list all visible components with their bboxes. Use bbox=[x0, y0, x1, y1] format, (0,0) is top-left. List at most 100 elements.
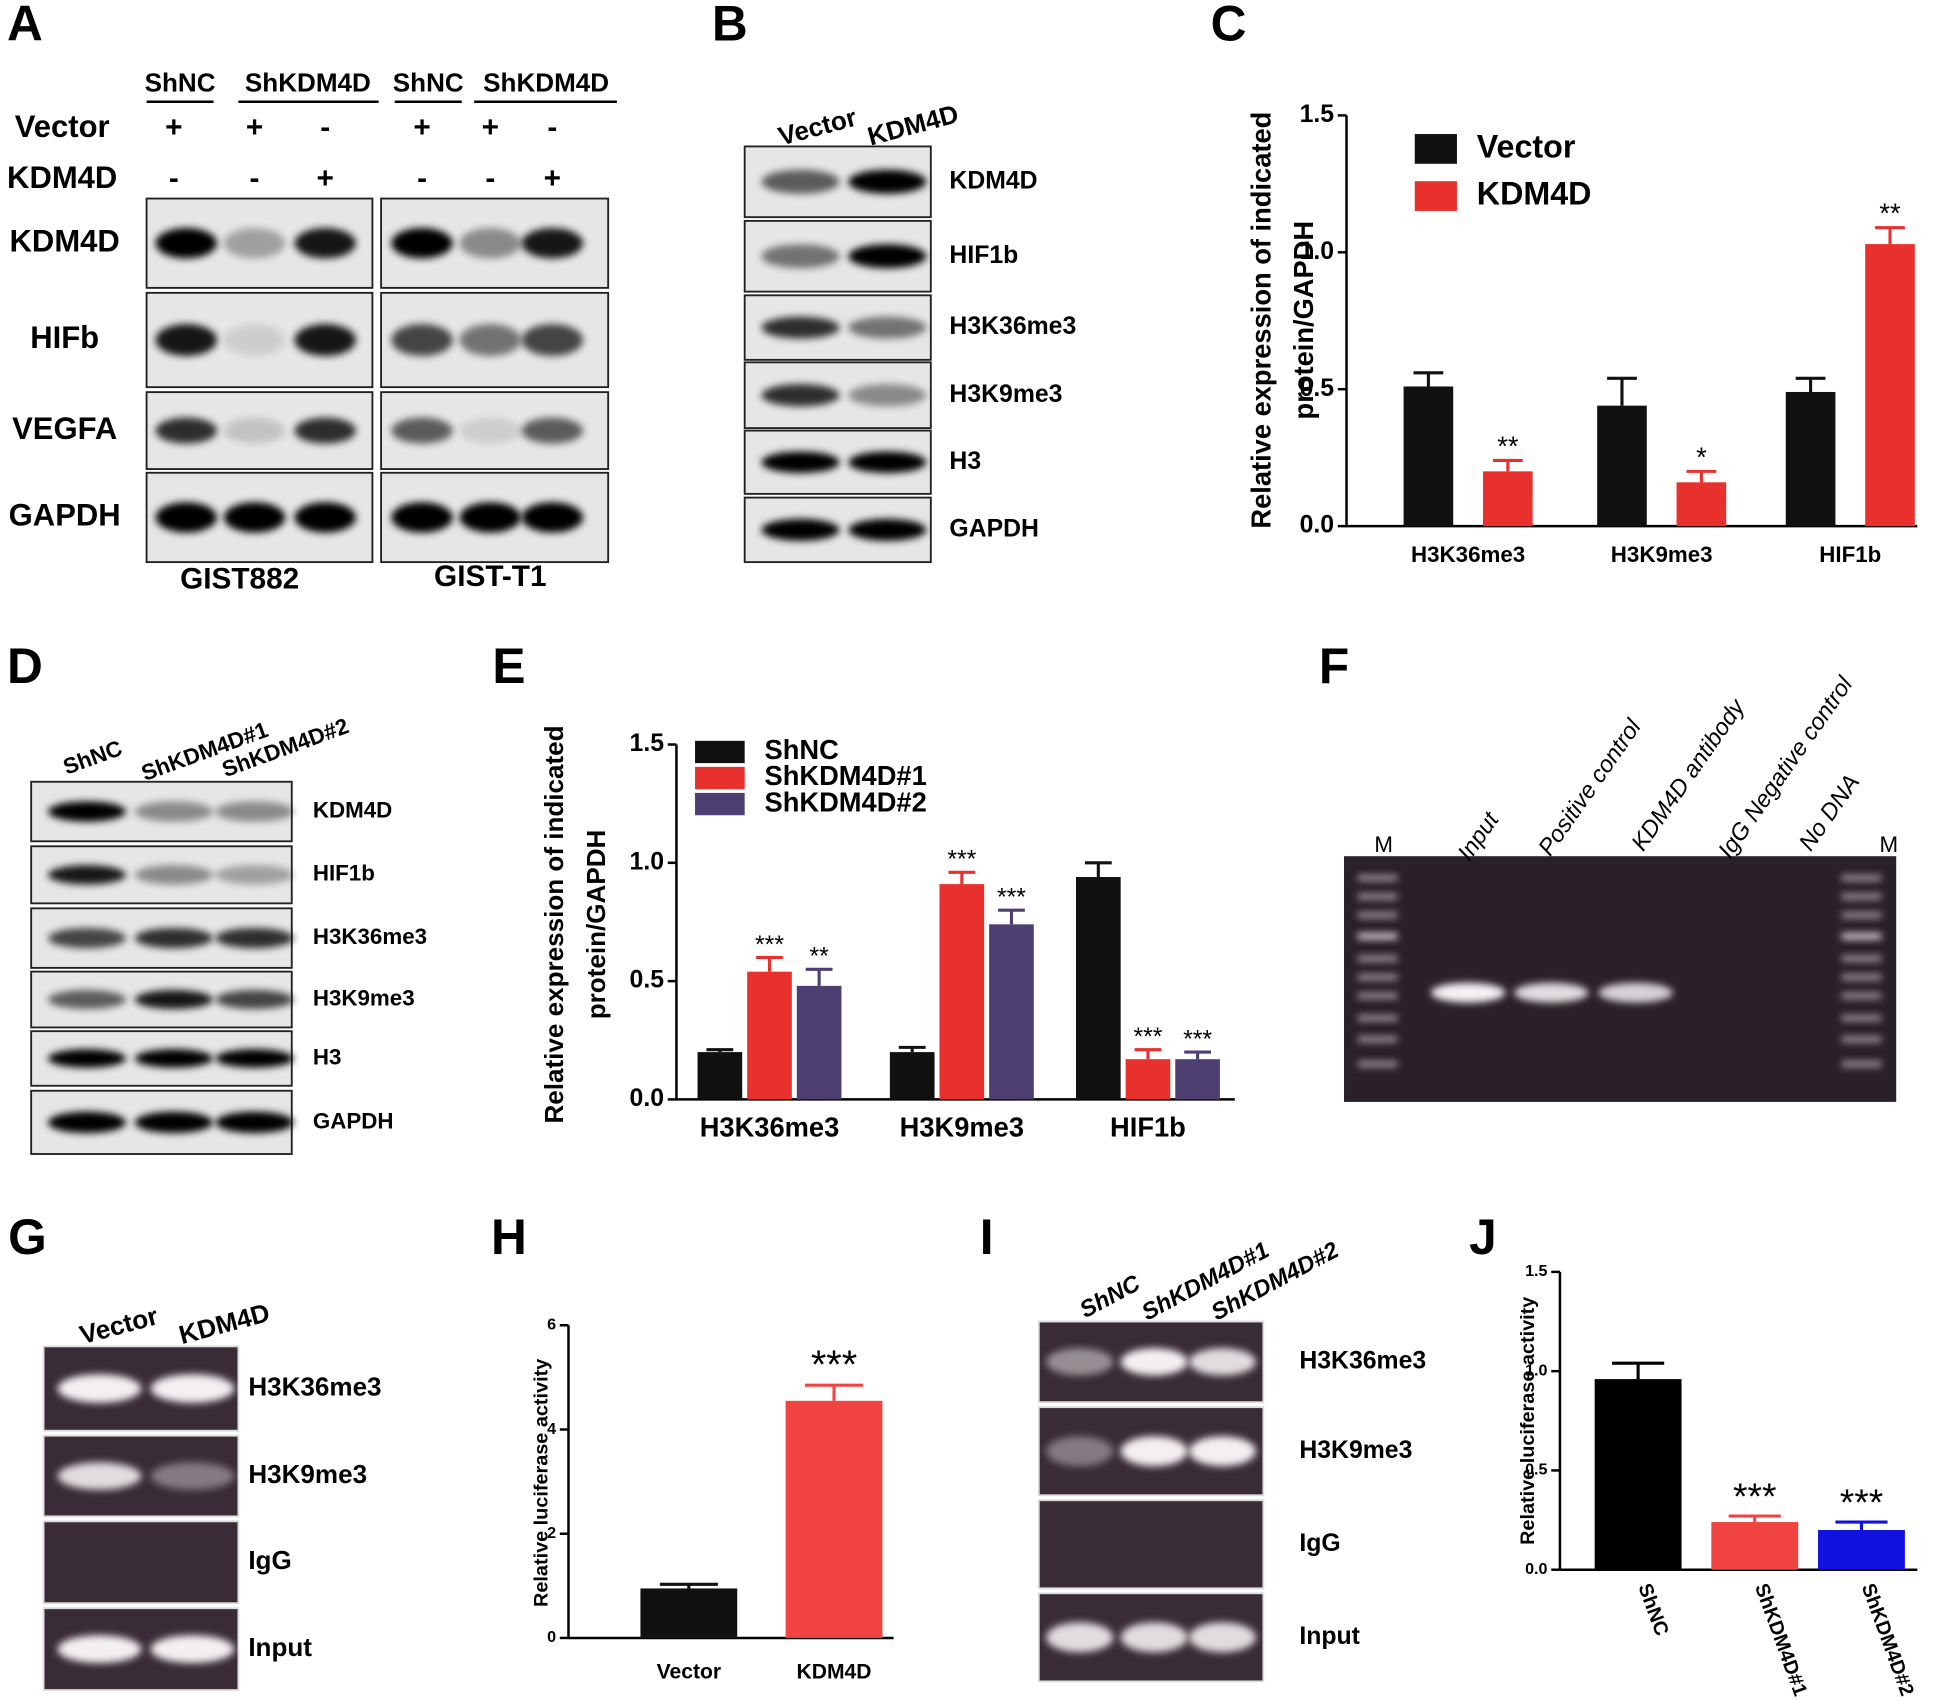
error-bar bbox=[948, 870, 976, 885]
significance: ** bbox=[809, 944, 829, 971]
blot-label: GAPDH bbox=[9, 498, 121, 533]
blot-label: H3K9me3 bbox=[313, 985, 415, 1010]
y-axis-label: Relative expression of indicated bbox=[539, 725, 569, 1123]
blot-label: HIFb bbox=[30, 320, 99, 355]
row-label: Vector bbox=[15, 109, 110, 144]
bar bbox=[939, 884, 985, 1100]
sign: - bbox=[417, 162, 427, 195]
blot-label: HIF1b bbox=[949, 242, 1018, 269]
band bbox=[761, 451, 840, 473]
band bbox=[47, 865, 127, 885]
legend-label: ShKDM4D#1 bbox=[765, 760, 927, 791]
y-axis-label: Relative luciferase activity bbox=[1517, 1297, 1539, 1545]
significance: *** bbox=[1183, 1026, 1212, 1053]
band bbox=[155, 502, 217, 533]
error-bar bbox=[706, 1048, 734, 1053]
significance: *** bbox=[755, 932, 784, 959]
blot-label: H3K36me3 bbox=[949, 313, 1076, 340]
blot-label: H3K9me3 bbox=[1299, 1437, 1412, 1464]
significance: ** bbox=[1879, 198, 1901, 229]
band bbox=[761, 518, 840, 541]
legend-label: Vector bbox=[1477, 128, 1576, 164]
band bbox=[459, 502, 522, 533]
ladder-band bbox=[1841, 874, 1882, 882]
band bbox=[134, 927, 213, 949]
y-axis-label: Relative expression of indicated bbox=[1246, 112, 1277, 529]
y-tick-label: 1.0 bbox=[1300, 238, 1334, 265]
band bbox=[1120, 1622, 1188, 1653]
legend-label: ShKDM4D#2 bbox=[765, 786, 927, 817]
ladder-band bbox=[1357, 1036, 1398, 1043]
bar bbox=[1597, 405, 1647, 527]
ladder-band bbox=[1841, 933, 1882, 940]
band bbox=[1430, 982, 1506, 1003]
y-tick-label: 2 bbox=[547, 1524, 556, 1542]
cell-line: GIST882 bbox=[180, 563, 299, 596]
ladder-band bbox=[1357, 1015, 1398, 1022]
y-tick-label: 0.0 bbox=[1525, 1560, 1547, 1578]
sign: - bbox=[320, 111, 330, 144]
bar bbox=[1403, 386, 1454, 527]
error-bar bbox=[756, 955, 783, 972]
band bbox=[391, 417, 453, 444]
x-tick-label: H3K9me3 bbox=[900, 1111, 1024, 1142]
y-tick-label: 4 bbox=[547, 1420, 556, 1438]
band bbox=[294, 228, 356, 259]
legend-label: ShNC bbox=[765, 734, 839, 765]
band bbox=[521, 323, 584, 357]
band bbox=[848, 316, 927, 339]
bar bbox=[697, 1052, 743, 1100]
blot-label: H3K9me3 bbox=[949, 381, 1062, 408]
blot-label: VEGFA bbox=[12, 411, 117, 446]
panel-letter: C bbox=[1211, 0, 1247, 51]
y-tick-label: 0.5 bbox=[630, 967, 665, 994]
blot-label: H3K36me3 bbox=[248, 1371, 381, 1401]
ladder-band bbox=[1357, 912, 1398, 919]
error-bar bbox=[1492, 458, 1523, 472]
y-tick-label: 0.5 bbox=[1300, 375, 1335, 402]
y-tick-label: 1.5 bbox=[630, 730, 665, 757]
gel-strip bbox=[1037, 1499, 1265, 1590]
legend-label: KDM4D bbox=[1477, 176, 1592, 212]
panel-letter: E bbox=[492, 638, 525, 694]
blot-label: HIF1b bbox=[313, 861, 375, 886]
band bbox=[761, 169, 840, 194]
legend-swatch bbox=[1414, 134, 1457, 164]
band bbox=[215, 801, 294, 822]
band bbox=[521, 502, 584, 533]
panel-letter: I bbox=[980, 1209, 994, 1265]
bar bbox=[1594, 1379, 1682, 1570]
band bbox=[57, 1635, 142, 1664]
band bbox=[848, 384, 927, 407]
x-tick-label: H3K36me3 bbox=[700, 1111, 840, 1142]
band bbox=[521, 228, 584, 259]
sign: - bbox=[169, 162, 179, 195]
x-tick-label: HIF1b bbox=[1110, 1111, 1186, 1142]
band bbox=[223, 323, 286, 357]
band bbox=[155, 417, 217, 444]
panel-letter: H bbox=[491, 1209, 527, 1265]
band bbox=[150, 1635, 235, 1664]
blot-label: H3 bbox=[313, 1044, 342, 1069]
band bbox=[47, 927, 127, 949]
y-tick-label: 1.5 bbox=[1300, 101, 1335, 128]
sign: + bbox=[413, 111, 430, 144]
ladder-band bbox=[1357, 1060, 1398, 1068]
bar bbox=[1676, 482, 1727, 527]
bar bbox=[1785, 391, 1836, 527]
band bbox=[155, 323, 217, 357]
band bbox=[134, 1049, 213, 1068]
lane-label: KDM4D bbox=[864, 98, 961, 151]
y-axis-label: protein/GAPDH bbox=[1288, 221, 1319, 420]
lane-label: ShNC bbox=[60, 735, 126, 779]
band bbox=[57, 1462, 142, 1490]
significance: *** bbox=[1840, 1481, 1883, 1523]
blot-label: KDM4D bbox=[10, 223, 120, 258]
blot-label: GAPDH bbox=[313, 1108, 394, 1133]
lane-header: ShKDM4D bbox=[245, 67, 371, 97]
band bbox=[223, 417, 286, 444]
band bbox=[1514, 982, 1589, 1003]
ladder-band bbox=[1357, 893, 1398, 900]
band bbox=[215, 1049, 294, 1068]
